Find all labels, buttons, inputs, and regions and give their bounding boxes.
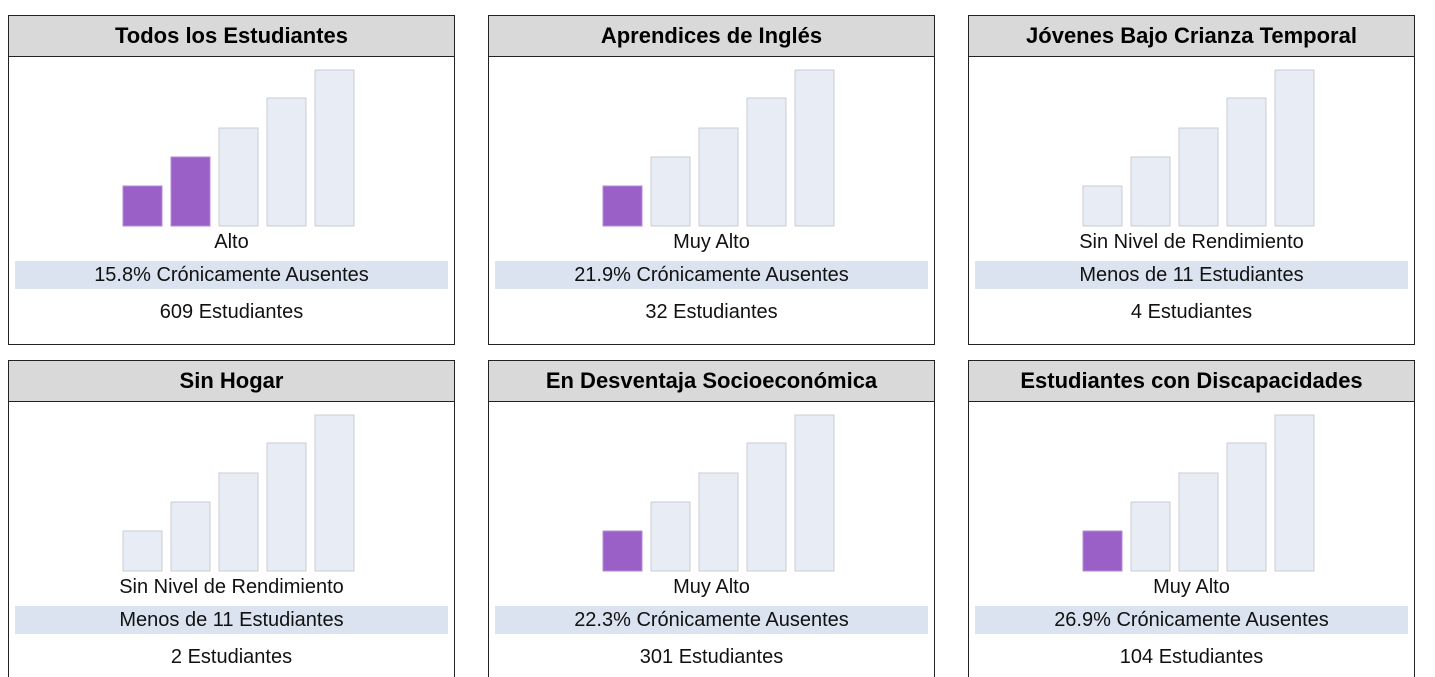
level-bar: [794, 414, 835, 572]
level-bar: [794, 69, 835, 227]
level-bar: [1082, 530, 1123, 572]
level-label: Muy Alto: [673, 231, 750, 253]
count-label: 4 Estudiantes: [1130, 301, 1253, 323]
count-label: 609 Estudiantes: [159, 301, 304, 323]
panel-title: Sin Hogar: [9, 361, 454, 402]
level-label: Muy Alto: [1153, 576, 1230, 598]
level-bar: [170, 156, 211, 227]
panel-title: Jóvenes Bajo Crianza Temporal: [969, 16, 1414, 57]
count-label: 2 Estudiantes: [170, 646, 293, 668]
level-bar: [1082, 185, 1123, 227]
level-bar: [1226, 97, 1267, 227]
level-bar: [314, 414, 355, 572]
level-bar: [1274, 414, 1315, 572]
level-bar: [698, 472, 739, 572]
level-bar: [266, 97, 307, 227]
level-bar: [602, 185, 643, 227]
level-label: Muy Alto: [673, 576, 750, 598]
level-bar: [218, 472, 259, 572]
panel: Todos los Estudiantes Alto 15.8% Crónicame…: [8, 15, 455, 345]
level-bar: [1226, 442, 1267, 572]
panel-title: Todos los Estudiantes: [9, 16, 454, 57]
level-gauge: [1082, 69, 1315, 227]
level-gauge: [602, 69, 835, 227]
rate-label: 22.3% Crónicamente Ausentes: [495, 606, 928, 634]
level-gauge: [122, 69, 355, 227]
level-bar: [698, 127, 739, 227]
level-bar: [650, 156, 691, 227]
level-bar: [602, 530, 643, 572]
panel: Sin Hogar Sin Nivel de Rendimiento Menos d…: [8, 360, 455, 677]
level-bar: [122, 530, 163, 572]
rate-label: Menos de 11 Estudiantes: [975, 261, 1408, 289]
rate-label: 26.9% Crónicamente Ausentes: [975, 606, 1408, 634]
level-label: Alto: [214, 231, 249, 253]
level-gauge: [1082, 414, 1315, 572]
level-bar: [314, 69, 355, 227]
count-label: 104 Estudiantes: [1119, 646, 1264, 668]
panel: En Desventaja Socioeconómica Muy Alto 22.3…: [488, 360, 935, 677]
level-bar: [1130, 501, 1171, 572]
level-bar: [650, 501, 691, 572]
level-bar: [1178, 472, 1219, 572]
level-bar: [266, 442, 307, 572]
level-bar: [1130, 156, 1171, 227]
level-bar: [746, 442, 787, 572]
rate-label: Menos de 11 Estudiantes: [15, 606, 448, 634]
panel-title: En Desventaja Socioeconómica: [489, 361, 934, 402]
level-bar: [746, 97, 787, 227]
panel-title: Estudiantes con Discapacidades: [969, 361, 1414, 402]
level-gauge: [122, 414, 355, 572]
count-label: 301 Estudiantes: [639, 646, 784, 668]
panel: Estudiantes con Discapacidades Muy Alto 26…: [968, 360, 1415, 677]
panel: Jóvenes Bajo Crianza Temporal Sin Nivel d…: [968, 15, 1415, 345]
level-bar: [122, 185, 163, 227]
level-label: Sin Nivel de Rendimiento: [1079, 231, 1304, 253]
panel: Aprendices de Inglés Muy Alto 21.9% Crónic…: [488, 15, 935, 345]
level-bar: [170, 501, 211, 572]
level-label: Sin Nivel de Rendimiento: [119, 576, 344, 598]
level-bar: [218, 127, 259, 227]
rate-label: 15.8% Crónicamente Ausentes: [15, 261, 448, 289]
panel-title: Aprendices de Inglés: [489, 16, 934, 57]
rate-label: 21.9% Crónicamente Ausentes: [495, 261, 928, 289]
level-bar: [1178, 127, 1219, 227]
level-gauge: [602, 414, 835, 572]
count-label: 32 Estudiantes: [645, 301, 778, 323]
level-bar: [1274, 69, 1315, 227]
